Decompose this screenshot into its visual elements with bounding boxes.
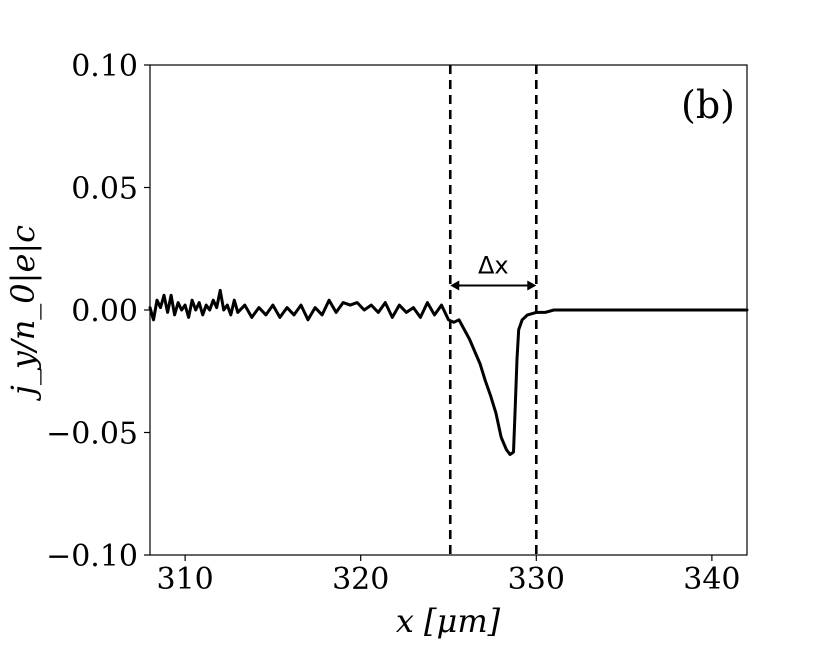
x-tick-label: 310: [156, 562, 213, 597]
x-axis-label: x [μm]: [396, 602, 501, 640]
panel-label: (b): [681, 83, 735, 127]
plot-axes: 310 320 330 340 0.10 0.05 0.00 −0.05 −0.10: [46, 49, 748, 597]
data-marks: Δx: [148, 65, 749, 555]
delta-x-arrowhead-right: [527, 280, 537, 291]
y-tick-label: −0.10: [46, 539, 138, 574]
y-tick-label: −0.05: [46, 417, 138, 452]
y-tick-label: 0.00: [71, 294, 138, 329]
y-tick-label: 0.10: [71, 49, 138, 84]
y-tick-label: 0.05: [71, 172, 138, 207]
y-axis-label: j_y/n_0|e|c: [4, 225, 42, 401]
chart-labels: (b) x [μm] j_y/n_0|e|c: [4, 83, 735, 640]
delta-x-arrowhead-left: [450, 280, 460, 291]
x-tick-label: 330: [508, 562, 565, 597]
x-tick-label: 320: [332, 562, 389, 597]
delta-x-label: Δx: [478, 252, 509, 280]
series-line: [148, 288, 749, 456]
x-tick-label: 340: [683, 562, 740, 597]
